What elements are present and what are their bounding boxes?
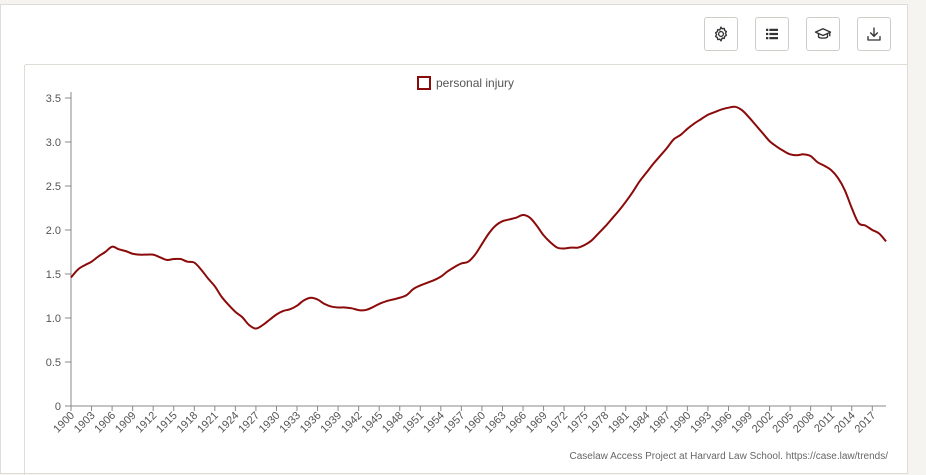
x-tick-label: 1900 — [51, 410, 77, 436]
x-tick-label: 1906 — [92, 410, 118, 436]
y-tick-label: 1.0 — [46, 313, 61, 325]
x-tick-label: 2014 — [832, 410, 858, 436]
legend[interactable]: personal injury — [417, 76, 514, 90]
x-tick-label: 1921 — [195, 410, 221, 436]
x-tick-label: 2002 — [750, 410, 776, 436]
y-tick-label: 0 — [55, 401, 61, 413]
x-tick-label: 1912 — [134, 410, 160, 436]
x-tick-label: 1966 — [503, 410, 529, 436]
x-tick-label: 1936 — [298, 410, 324, 436]
series-layer — [70, 105, 887, 330]
x-tick-label: 1948 — [380, 410, 406, 436]
y-tick-label: 0.5 — [46, 357, 61, 369]
y-tick-label: 3.0 — [46, 137, 61, 149]
x-tick-label: 2011 — [812, 410, 837, 435]
chart-panel — [0, 4, 908, 474]
x-tick-label: 2008 — [791, 410, 817, 436]
x-tick-label: 1957 — [442, 410, 468, 436]
x-tick-label: 1978 — [586, 410, 612, 436]
x-tick-label: 1909 — [113, 410, 139, 436]
x-tick-label: 1918 — [175, 410, 201, 436]
series-line-personal-injury — [70, 105, 887, 330]
x-tick-label: 1963 — [483, 410, 509, 436]
x-tick-label: 1990 — [668, 410, 694, 436]
y-tick-label: 1.5 — [46, 269, 61, 281]
x-tick-label: 1951 — [401, 410, 427, 436]
x-tick-label: 1981 — [606, 410, 632, 436]
x-tick-label: 1993 — [688, 410, 714, 436]
y-axis: 0 0.5 1.0 1.5 2.0 2.5 3.0 3.5 — [46, 92, 72, 413]
x-tick-label: 1984 — [627, 410, 653, 436]
download-icon — [867, 27, 881, 41]
y-tick-label: 2.0 — [46, 225, 61, 237]
settings-button[interactable] — [704, 17, 738, 51]
download-button[interactable] — [857, 17, 891, 51]
y-tick-label: 3.5 — [46, 93, 61, 105]
x-tick-label: 1987 — [647, 410, 673, 436]
legend-label[interactable]: personal injury — [436, 76, 514, 90]
graduation-cap-icon — [814, 28, 832, 39]
x-tick-label: 1969 — [524, 410, 550, 436]
gear-icon — [714, 26, 728, 42]
x-tick-label: 1999 — [729, 410, 755, 436]
x-tick-label: 1930 — [257, 410, 283, 436]
education-button[interactable] — [806, 17, 840, 51]
table-view-button[interactable] — [755, 17, 789, 51]
x-tick-label: 2017 — [853, 410, 879, 436]
x-tick-label: 1939 — [318, 410, 344, 436]
x-tick-label: 1960 — [462, 410, 488, 436]
x-tick-label: 1915 — [154, 410, 180, 436]
x-tick-label: 1954 — [421, 410, 447, 436]
x-tick-label: 1975 — [565, 410, 591, 436]
chart-toolbar — [25, 5, 908, 65]
x-tick-label: 1945 — [360, 410, 386, 436]
list-icon — [766, 28, 778, 40]
x-tick-label: 2005 — [770, 410, 796, 436]
x-tick-label: 1996 — [709, 410, 735, 436]
panel-divider — [24, 65, 25, 475]
x-axis: 1900190319061909191219151918192119241927… — [51, 405, 886, 436]
x-tick-label: 1903 — [72, 410, 98, 436]
x-tick-label: 1942 — [339, 410, 365, 436]
y-tick-label: 2.5 — [46, 181, 61, 193]
x-tick-label: 1924 — [216, 410, 242, 436]
x-tick-label: 1933 — [277, 410, 303, 436]
x-tick-label: 1972 — [544, 410, 570, 436]
footer-credit: Caselaw Access Project at Harvard Law Sc… — [569, 451, 888, 462]
x-tick-label: 1927 — [236, 410, 262, 436]
legend-swatch[interactable] — [417, 76, 431, 90]
